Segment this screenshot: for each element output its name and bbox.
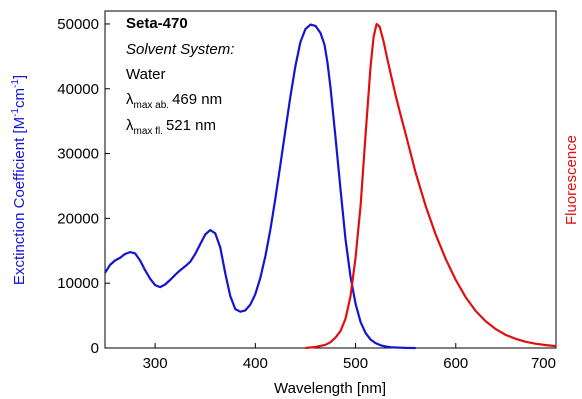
lambda-fl-subscript: max fl. [134,126,163,137]
ylabel-left-sup1: -1 [10,108,21,117]
ylabel-left-main: Exctinction Coefficient [M [11,117,28,285]
absorption-series-line [104,23,416,350]
x-axis-ticks: 300 400 500 600 700 [143,343,557,372]
y-tick-label: 10000 [57,275,99,292]
x-tick-label: 400 [243,355,268,372]
plot-frame [104,10,557,349]
solvent-system-label: Solvent System: [126,41,234,58]
y-axis-ticks: 0 10000 20000 30000 40000 50000 [57,16,110,357]
lambda-fl-symbol: λ [126,117,134,134]
y-tick-label: 30000 [57,146,99,163]
x-tick-label: 600 [443,355,468,372]
lambda-abs-symbol: λ [126,91,134,108]
solvent-name: Water [126,66,165,83]
y-axis-left-title: Exctinction Coefficient [M-1cm-1] [10,75,28,285]
x-tick-label: 300 [143,355,168,372]
ylabel-left-mid: cm [11,88,28,108]
y-tick-label: 50000 [57,16,99,33]
x-tick-label: 500 [343,355,368,372]
y-tick-label: 20000 [57,210,99,227]
ylabel-left-end: ] [11,75,28,79]
lambda-fl-value: 521 nm [166,117,216,134]
lambda-max-fl: λmax fl. 521 nm [126,117,216,137]
lambda-abs-value: 469 nm [172,91,222,108]
lambda-max-abs: λmax ab. 469 nm [126,91,222,111]
x-tick-label: 700 [531,355,556,372]
ylabel-left-sup2: -1 [10,79,21,88]
y-tick-label: 40000 [57,81,99,98]
x-axis-title: Wavelength [nm] [274,380,386,397]
lambda-abs-subscript: max ab. [134,100,170,111]
y-tick-label: 0 [91,340,99,357]
y-axis-right-title: Fluorescence [563,135,580,225]
fluorescence-series-line [305,22,557,350]
compound-name: Seta-470 [126,15,188,32]
